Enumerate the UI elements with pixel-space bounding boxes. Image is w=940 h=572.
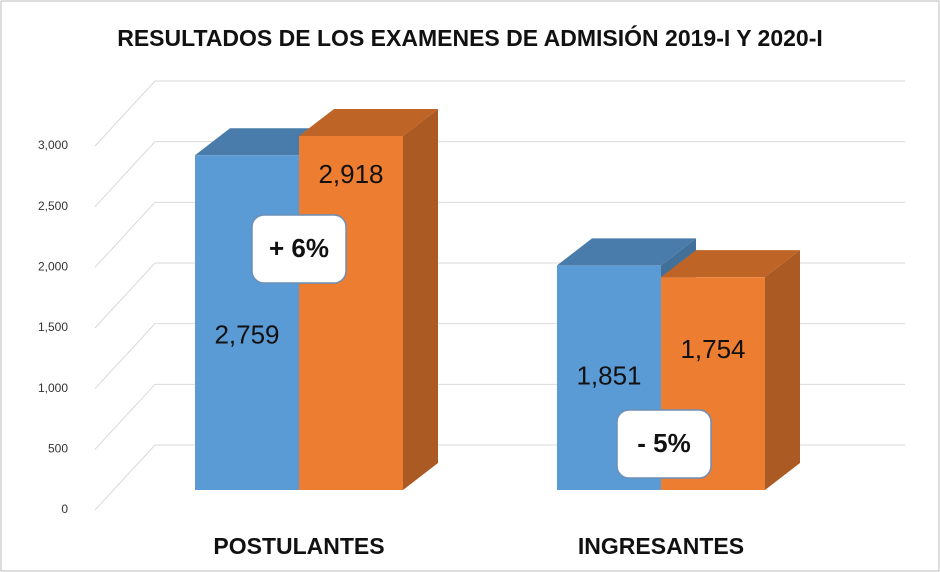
value-label: 1,754 — [680, 334, 745, 364]
y-tick-label: 3,000 — [38, 138, 68, 152]
bar — [299, 135, 403, 490]
bar-top — [661, 250, 800, 278]
value-label: 1,851 — [576, 361, 641, 391]
grid-line — [94, 201, 905, 268]
annotation-box — [251, 214, 347, 284]
bar-side — [403, 108, 438, 490]
grid-line — [94, 141, 905, 208]
y-tick-label: 1,500 — [38, 320, 68, 334]
y-tick-label: 2,500 — [38, 199, 68, 213]
y-tick-label: 500 — [48, 442, 68, 456]
value-label: 2,918 — [318, 159, 383, 189]
bar — [195, 155, 299, 490]
x-tick-label: POSTULANTES — [213, 533, 384, 559]
annotation: + 6% — [269, 233, 329, 263]
annotation-box — [616, 409, 712, 479]
bar-side — [765, 250, 800, 490]
grid-line — [94, 80, 905, 147]
y-tick-label: 1,000 — [38, 381, 68, 395]
annotation: - 5% — [637, 428, 690, 458]
bar-top — [299, 108, 438, 136]
x-tick-label: INGRESANTES — [578, 533, 744, 559]
bar-top — [557, 238, 696, 266]
y-tick-label: 2,000 — [38, 260, 68, 274]
y-tick-label: 0 — [61, 502, 68, 516]
value-label: 2,759 — [214, 320, 279, 350]
chart-title: RESULTADOS DE LOS EXAMENES DE ADMISIÓN 2… — [117, 24, 823, 51]
